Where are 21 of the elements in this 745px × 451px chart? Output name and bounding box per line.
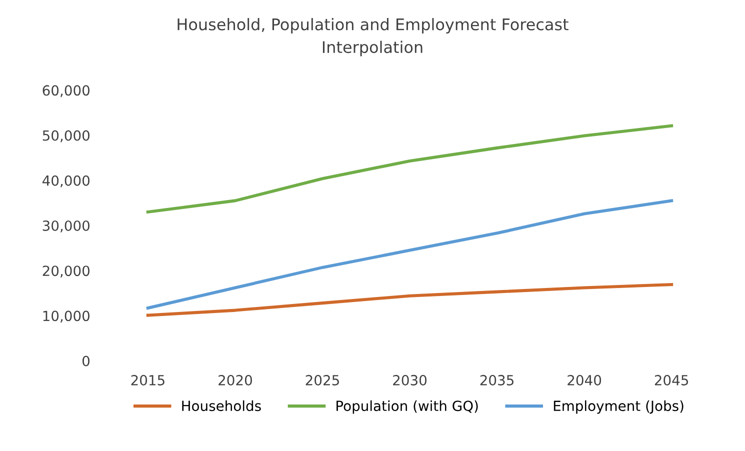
x-tick-label: 2030 (393, 374, 426, 386)
line-series (146, 199, 674, 310)
chart-title: Household, Population and Employment Forecast Interpolation (178, 18, 568, 56)
legend-label: Employment (Jobs) (554, 400, 684, 414)
y-tick-label: 30,000 (42, 220, 90, 232)
y-tick-label: 20,000 (42, 266, 90, 278)
line-series (146, 283, 674, 317)
x-tick-label: 2035 (480, 374, 514, 386)
x-tick-label: 2020 (218, 374, 252, 386)
legend-label: Households (182, 400, 261, 412)
y-tick-label: 60,000 (42, 85, 90, 98)
x-tick-label: 2025 (306, 374, 339, 386)
x-tick-label: 2045 (654, 374, 688, 386)
x-tick-label: 2015 (131, 374, 164, 386)
y-tick-label: 50,000 (42, 130, 90, 142)
y-tick-label: 40,000 (42, 175, 90, 188)
line-series (146, 124, 674, 214)
x-tick-label: 2040 (568, 374, 602, 386)
y-tick-label: 0 (82, 356, 90, 366)
legend-label: Population (with GQ) (336, 400, 478, 414)
y-tick-label: 10,000 (43, 310, 90, 323)
